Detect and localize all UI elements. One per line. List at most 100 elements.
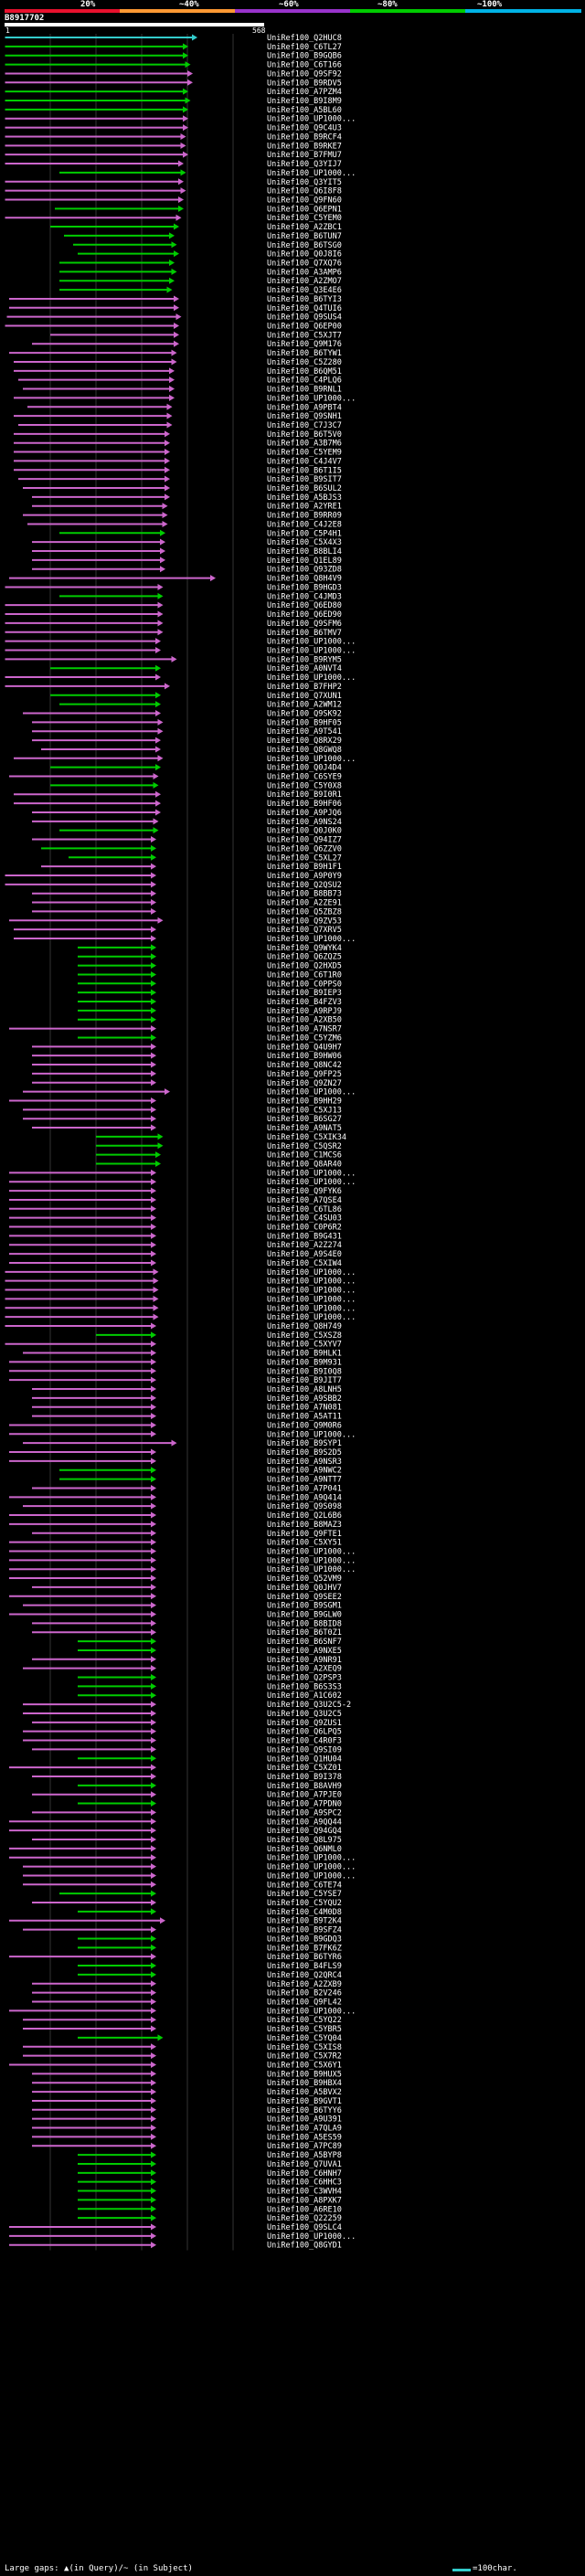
hit-row[interactable]: UniRef100_UP1000... [9,1547,356,1556]
hit-row[interactable]: UniRef100_Q52VM9 [9,1574,342,1584]
hit-row[interactable]: UniRef100_UP1000... [14,935,356,944]
hit-row[interactable]: UniRef100_C5Z280 [14,358,342,367]
hit-row[interactable]: UniRef100_A7NSR7 [9,1025,342,1034]
hit-row[interactable]: UniRef100_Q6EP00 [5,323,342,332]
hit-row[interactable]: UniRef100_UP1000... [5,1313,356,1322]
hit-row[interactable]: UniRef100_B9M931 [9,1358,342,1367]
hit-row[interactable]: UniRef100_Q9FN60 [5,196,342,205]
hit-row[interactable]: UniRef100_UP1000... [5,1304,356,1313]
hit-row[interactable]: UniRef100_B9RDV5 [5,79,342,88]
hit-row[interactable]: UniRef100_UP1000... [5,1268,356,1277]
hit-row[interactable]: UniRef100_B9GVT1 [32,2097,342,2106]
hit-row[interactable]: UniRef100_A7PC89 [32,2142,342,2151]
hit-row[interactable]: UniRef100_Q9SF92 [5,69,342,79]
hit-row[interactable]: UniRef100_B9RCF4 [5,133,342,142]
hit-row[interactable]: UniRef100_B9RR09 [23,512,342,521]
hit-row[interactable]: UniRef100_B6T0Z1 [32,1628,342,1638]
hit-row[interactable]: UniRef100_Q9ZUS1 [32,1719,342,1728]
hit-row[interactable]: UniRef100_B9HH29 [9,1097,342,1106]
hit-row[interactable]: UniRef100_Q9SK92 [23,710,342,719]
hit-row[interactable]: UniRef100_C5YBR5 [23,2025,342,2034]
hit-row[interactable]: UniRef100_Q9SEE2 [9,1593,342,1602]
hit-row[interactable]: UniRef100_A5BVX2 [32,2088,342,2097]
hit-row[interactable]: UniRef100_A6RE10 [78,2205,342,2214]
hit-row[interactable]: UniRef100_A1C602 [78,1691,342,1701]
hit-row[interactable]: UniRef100_Q9S098 [23,1502,342,1511]
hit-row[interactable]: UniRef100_A2XEQ9 [23,1665,342,1674]
hit-row[interactable]: UniRef100_C5YSE7 [59,1890,342,1899]
hit-row[interactable]: UniRef100_C0P6R2 [9,1224,342,1233]
hit-row[interactable]: UniRef100_A9SPC2 [32,1808,342,1818]
hit-row[interactable]: UniRef100_C4SU03 [9,1214,342,1224]
hit-row[interactable]: UniRef100_Q0J0K0 [59,827,342,836]
hit-row[interactable]: UniRef100_C5XYV7 [5,1341,342,1350]
hit-row[interactable]: UniRef100_Q0J8I6 [78,250,342,260]
hit-row[interactable]: UniRef100_C5YQU2 [32,1899,342,1908]
hit-row[interactable]: UniRef100_A9U391 [32,2115,342,2125]
hit-row[interactable]: UniRef100_B7FK6Z [78,1944,342,1953]
hit-row[interactable]: UniRef100_UP1000... [5,115,356,124]
hit-row[interactable]: UniRef100_B7FHP2 [5,683,342,692]
hit-row[interactable]: UniRef100_UP1000... [14,394,356,403]
hit-row[interactable]: UniRef100_B9I0R1 [14,790,342,800]
hit-row[interactable]: UniRef100_C4M0D8 [78,1908,342,1917]
hit-row[interactable]: UniRef100_B6SUL2 [23,484,342,493]
hit-row[interactable]: UniRef100_UP1000... [5,1277,356,1287]
hit-row[interactable]: UniRef100_UP1000... [9,1854,356,1863]
hit-row[interactable]: UniRef100_Q93ZD8 [32,566,342,575]
hit-row[interactable]: UniRef100_Q9C4U3 [5,124,342,133]
hit-row[interactable]: UniRef100_B6TYR6 [9,1953,342,1962]
hit-row[interactable]: UniRef100_C6T166 [5,61,342,70]
hit-row[interactable]: UniRef100_A9NSR3 [9,1458,342,1467]
hit-row[interactable]: UniRef100_A5BJS3 [32,493,342,503]
hit-row[interactable]: UniRef100_B9I8M9 [5,97,342,106]
hit-row[interactable]: UniRef100_A2ZBC1 [50,223,342,232]
hit-row[interactable]: UniRef100_B9T2K4 [9,1917,342,1926]
hit-row[interactable]: UniRef100_C5X6Y1 [9,2062,342,2071]
hit-row[interactable]: UniRef100_A9NR91 [32,1656,342,1665]
hit-row[interactable]: UniRef100_A2ZMO7 [59,277,342,286]
hit-row[interactable]: UniRef100_B9RNL1 [23,386,342,395]
hit-row[interactable]: UniRef100_A2ZXB9 [32,1980,342,1989]
hit-row[interactable]: UniRef100_B9I378 [32,1773,342,1782]
hit-row[interactable]: UniRef100_Q9FP25 [32,1070,342,1079]
hit-row[interactable]: UniRef100_B9H1F1 [41,863,342,872]
hit-row[interactable]: UniRef100_Q7XRV5 [14,926,342,935]
hit-row[interactable]: UniRef100_A7N081 [32,1404,342,1413]
hit-row[interactable]: UniRef100_B8BB73 [32,890,342,899]
hit-row[interactable]: UniRef100_C5XSZ8 [96,1331,342,1341]
hit-row[interactable]: UniRef100_UP1000... [23,1863,356,1872]
hit-row[interactable]: UniRef100_A7QSE4 [9,1196,342,1205]
hit-row[interactable]: UniRef100_C4PLQ6 [18,376,342,386]
hit-row[interactable]: UniRef100_Q1HU04 [78,1754,342,1764]
hit-row[interactable]: UniRef100_A9NAT5 [32,1124,342,1133]
hit-row[interactable]: UniRef100_Q7UVA1 [78,2160,342,2169]
hit-row[interactable]: UniRef100_Q7XQ76 [59,260,342,269]
hit-row[interactable]: UniRef100_Q22259 [78,2214,342,2223]
hit-row[interactable]: UniRef100_C6T1R0 [78,970,342,980]
hit-row[interactable]: UniRef100_Q3U2C5 [23,1710,342,1719]
hit-row[interactable]: UniRef100_B6S3S3 [78,1682,342,1691]
hit-row[interactable]: UniRef100_Q1EL89 [32,557,342,566]
hit-row[interactable]: UniRef100_B4FLS9 [78,1962,342,1971]
hit-row[interactable]: UniRef100_Q9SLC4 [9,2223,342,2232]
hit-row[interactable]: UniRef100_C3WVH4 [78,2188,342,2197]
hit-row[interactable]: UniRef100_Q2QRC4 [78,1971,342,1980]
hit-row[interactable]: UniRef100_C5Y0X8 [50,781,342,790]
hit-row[interactable]: UniRef100_B8BID8 [32,1619,342,1628]
hit-row[interactable]: UniRef100_Q8H4V9 [9,575,342,584]
hit-row[interactable]: UniRef100_B9GQB6 [5,52,342,61]
hit-row[interactable]: UniRef100_A9QQ44 [9,1818,342,1827]
hit-row[interactable]: UniRef100_A9S4E0 [9,1250,342,1259]
hit-row[interactable]: UniRef100_B9GDQ3 [78,1935,342,1944]
hit-row[interactable]: UniRef100_Q6ED90 [5,610,342,620]
hit-row[interactable]: UniRef100_A2ZE91 [32,899,342,908]
hit-row[interactable]: UniRef100_Q2L6B6 [9,1511,342,1521]
hit-row[interactable]: UniRef100_Q94GQ4 [9,1827,342,1836]
hit-row[interactable]: UniRef100_B4FZV3 [78,998,342,1007]
hit-row[interactable]: UniRef100_B9SFZ4 [23,1926,342,1935]
hit-row[interactable]: UniRef100_C7J3C7 [18,421,342,430]
hit-row[interactable]: UniRef100_Q8NC42 [32,1061,342,1070]
hit-row[interactable]: UniRef100_C5XJT7 [50,331,342,340]
hit-row[interactable]: UniRef100_Q4U9H7 [32,1043,342,1052]
